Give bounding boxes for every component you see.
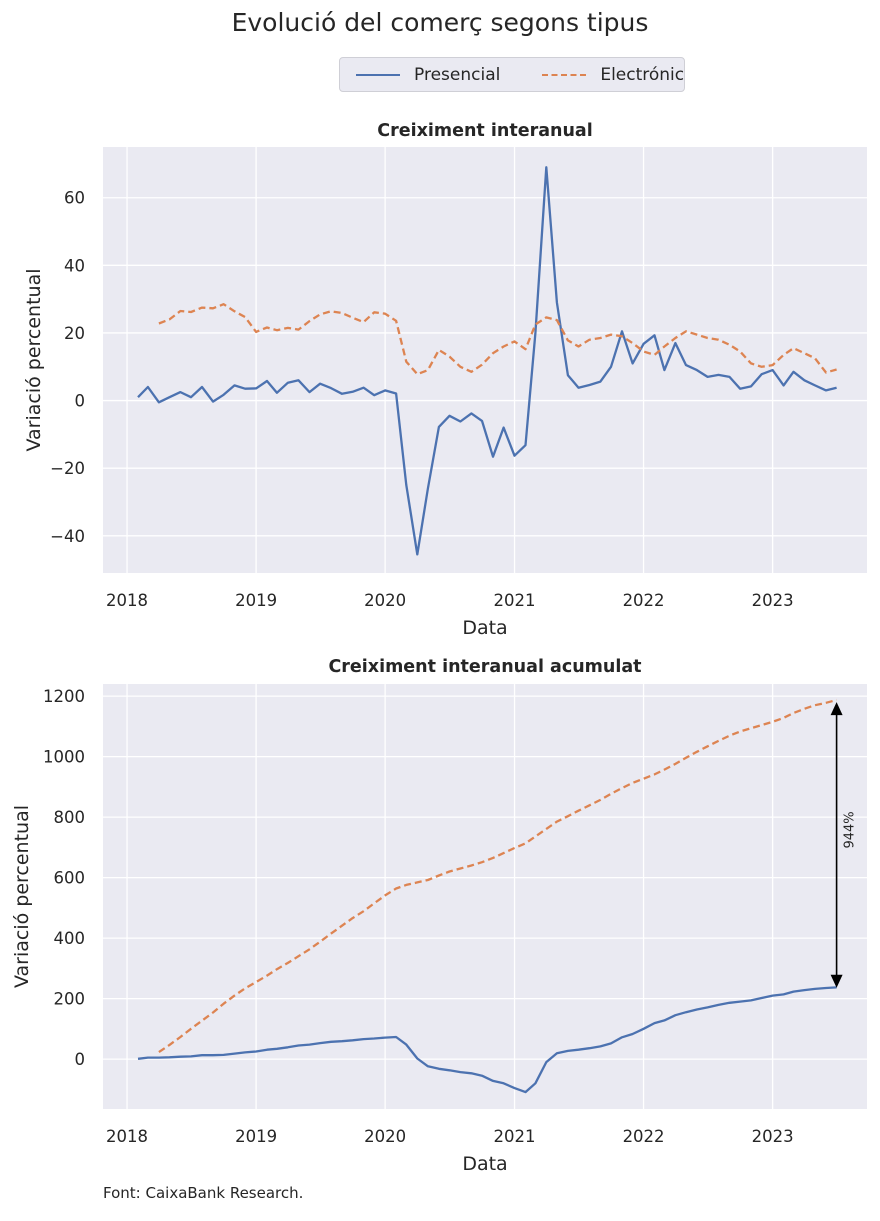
series-line-presencial: [137, 166, 837, 556]
x-tick-label: 2023: [752, 591, 794, 610]
y-tick-label: −20: [50, 459, 85, 478]
y-tick-label: 0: [75, 392, 86, 411]
y-tick-label: −40: [50, 527, 85, 546]
y-tick-label: 800: [54, 808, 86, 827]
y-tick-label: 200: [54, 990, 86, 1009]
legend-item-electronic: Electrónic: [526, 65, 684, 85]
x-tick-label: 2022: [623, 1127, 665, 1146]
annotation-arrowhead-bottom: [830, 974, 843, 988]
plot-background: [103, 684, 867, 1109]
panel-2: 2018 2019 2020 2021 2022 2023 0 200 400 600 800 100…: [11, 657, 867, 1175]
legend-swatch-presencial: [356, 73, 400, 76]
y-tick-label: 1200: [43, 687, 85, 706]
y-tick-label: 400: [54, 929, 86, 948]
series-line-electronic: [158, 698, 837, 1054]
panel-title: Creiximent interanual acumulat: [328, 657, 641, 677]
y-tick-label: 60: [64, 189, 85, 208]
x-tick-label: 2022: [623, 591, 665, 610]
x-tick-label: 2018: [106, 591, 148, 610]
panel-title: Creiximent interanual: [377, 121, 593, 141]
x-tick-label: 2019: [235, 591, 277, 610]
x-tick-label: 2021: [494, 591, 536, 610]
x-tick-label: 2021: [494, 1127, 536, 1146]
x-axis-label: Data: [462, 617, 507, 639]
x-tick-label: 2023: [752, 1127, 794, 1146]
x-axis-label: Data: [462, 1153, 507, 1175]
x-tick-label: 2020: [364, 591, 406, 610]
annotation-arrowhead-top: [830, 702, 843, 716]
series-line-electronic: [158, 303, 837, 376]
y-tick-label: 600: [54, 869, 86, 888]
legend-item-presencial: Presencial: [340, 65, 500, 85]
x-tick-label: 2020: [364, 1127, 406, 1146]
legend-label-electronic: Electrónic: [600, 64, 685, 85]
y-tick-label: 0: [75, 1050, 86, 1069]
x-tick-label: 2018: [106, 1127, 148, 1146]
legend: Presencial Electrónic: [339, 57, 685, 92]
series-line-presencial: [137, 986, 837, 1094]
legend-swatch-electronic: [542, 73, 587, 76]
y-tick-label: 20: [64, 324, 85, 343]
x-tick-label: 2019: [235, 1127, 277, 1146]
legend-label-presencial: Presencial: [414, 64, 501, 85]
y-axis-label: Variació percentual: [11, 805, 33, 988]
y-tick-label: 1000: [43, 748, 85, 767]
source-note: Font: CaixaBank Research.: [103, 1184, 304, 1202]
y-axis-label: Variació percentual: [23, 268, 45, 451]
annotation-label: 944%: [843, 811, 858, 848]
panel-1: 2018 2019 2020 2021 2022 2023 −40 −20 0 20 40 60 Cre…: [23, 121, 867, 639]
y-tick-label: 40: [64, 256, 85, 275]
figure-title: Evolució del comerç segons tipus: [231, 8, 649, 37]
